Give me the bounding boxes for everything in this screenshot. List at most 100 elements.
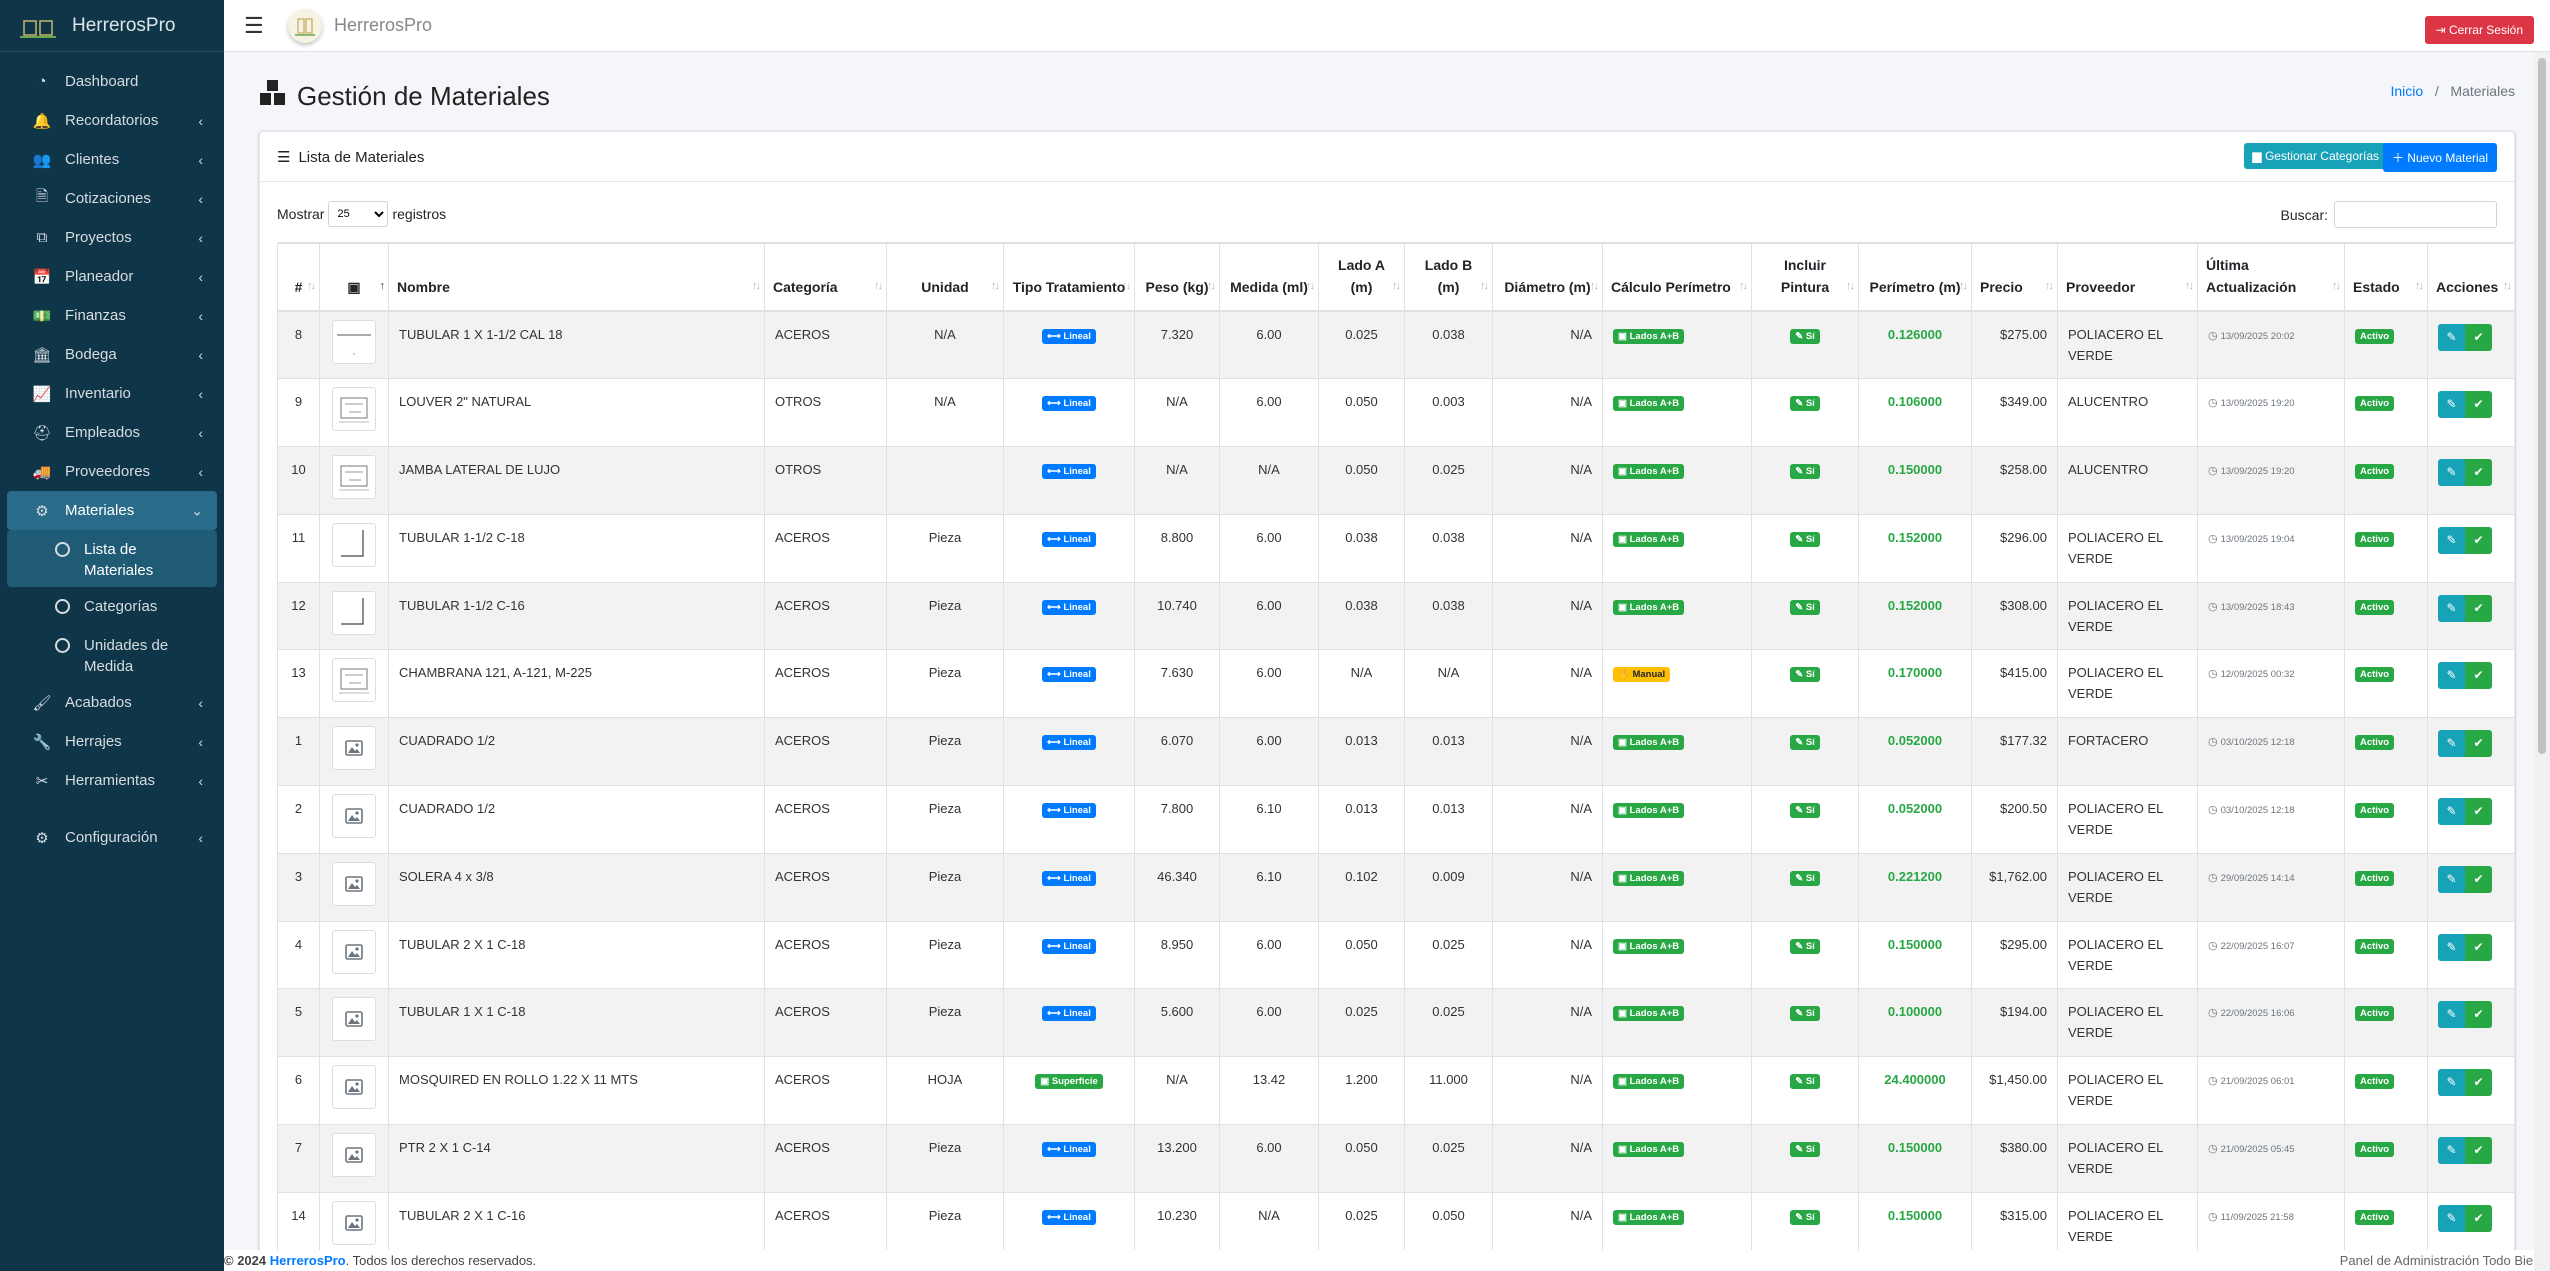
material-thumbnail-placeholder-icon[interactable]	[332, 794, 376, 839]
sidebar-item-empleados[interactable]: ⛑ Empleados ‹	[7, 413, 217, 452]
breadcrumb-home[interactable]: Inicio	[2390, 83, 2424, 99]
logout-button[interactable]: ⇥ Cerrar Sesión	[2424, 16, 2534, 44]
material-thumbnail-image[interactable]	[332, 590, 376, 635]
material-thumbnail-image[interactable]	[332, 320, 376, 364]
toggle-status-button[interactable]: ✔	[2465, 798, 2492, 826]
table-row[interactable]: 12 TUBULAR 1-1/2 C-16 ACEROS Pieza ⟷ Lineal 1…	[277, 581, 2514, 651]
table-row[interactable]: 10 JAMBA LATERAL DE LUJO OTROS ⟷ Lineal N/A N…	[277, 446, 2514, 515]
toggle-status-button[interactable]: ✔	[2465, 594, 2492, 622]
table-row[interactable]: 9 LOUVER 2" NATURAL OTROS N/A ⟷ Lineal N/A 6.0…	[277, 378, 2514, 448]
toggle-status-button[interactable]: ✔	[2465, 865, 2492, 893]
column-header-3[interactable]: Categoría ↑↓	[764, 242, 887, 312]
column-header-14[interactable]: Precio ↑↓	[1971, 242, 2058, 312]
sidebar-item-herrajes[interactable]: 🔧 Herrajes ‹	[7, 722, 217, 761]
table-row[interactable]: 1 CUADRADO 1/2 ACEROS Pieza ⟷ Lineal 6.070 6.0…	[277, 717, 2514, 787]
edit-button[interactable]: ✎	[2438, 459, 2465, 487]
column-header-12[interactable]: Incluir Pintura ↑↓	[1751, 242, 1859, 312]
column-header-7[interactable]: Medida (ml) ↑↓	[1219, 242, 1319, 312]
column-header-9[interactable]: Lado B (m) ↑↓	[1404, 242, 1493, 312]
sidebar-subitem-categorias[interactable]: Categorías	[7, 587, 217, 626]
table-row[interactable]: 13 CHAMBRANA 121, A-121, M-225 ACEROS Pieza…	[277, 649, 2514, 719]
footer-brand-link[interactable]: HerrerosPro	[269, 1253, 346, 1268]
topbar-brand[interactable]: HerrerosPro	[334, 15, 433, 35]
toggle-status-button[interactable]: ✔	[2465, 391, 2492, 419]
table-row[interactable]: 5 TUBULAR 1 X 1 C-18 ACEROS Pieza ⟷ Lineal 5.…	[277, 988, 2514, 1058]
edit-button[interactable]: ✎	[2438, 526, 2465, 554]
edit-button[interactable]: ✎	[2438, 798, 2465, 826]
table-row[interactable]: 2 CUADRADO 1/2 ACEROS Pieza ⟷ Lineal 7.800 6.1…	[277, 785, 2514, 854]
material-thumbnail-placeholder-icon[interactable]	[332, 929, 376, 974]
sidebar-item-materiales[interactable]: ⚙ Materiales ⌄	[7, 491, 217, 530]
column-header-18[interactable]: Acciones ↑↓	[2427, 242, 2514, 312]
column-header-8[interactable]: Lado A (m) ↑↓	[1318, 242, 1405, 312]
column-header-1[interactable]: ▣ ↑	[319, 242, 389, 312]
table-row[interactable]: 6 MOSQUIRED EN ROLLO 1.22 X 11 MTS ACEROS H…	[277, 1056, 2514, 1126]
toggle-status-button[interactable]: ✔	[2465, 459, 2492, 487]
column-header-10[interactable]: Diámetro (m) ↑↓	[1492, 242, 1603, 312]
column-header-0[interactable]: # ↑↓	[277, 242, 320, 312]
material-thumbnail-image[interactable]	[332, 387, 376, 432]
edit-button[interactable]: ✎	[2438, 391, 2465, 419]
sidebar-item-proveedores[interactable]: 🚚 Proveedores ‹	[7, 452, 217, 491]
column-header-2[interactable]: Nombre ↑↓	[388, 242, 765, 312]
new-material-button[interactable]: ＋ Nuevo Material	[2382, 143, 2497, 172]
sidebar-item-finanzas[interactable]: 💵 Finanzas ‹	[7, 296, 217, 335]
material-thumbnail-placeholder-icon[interactable]	[332, 1133, 376, 1178]
sidebar-item-herramientas[interactable]: ✂ Herramientas ‹	[7, 761, 217, 800]
sidebar-item-cotizaciones[interactable]: 🗎 Cotizaciones ‹	[7, 179, 217, 218]
table-row[interactable]: 11 TUBULAR 1-1/2 C-18 ACEROS Pieza ⟷ Lineal 8…	[277, 513, 2514, 583]
edit-button[interactable]: ✎	[2438, 1001, 2465, 1029]
edit-button[interactable]: ✎	[2438, 933, 2465, 961]
sidebar-item-inventario[interactable]: 📈 Inventario ‹	[7, 374, 217, 413]
sidebar-brand[interactable]: HerrerosPro	[0, 0, 224, 52]
edit-button[interactable]: ✎	[2438, 865, 2465, 893]
column-header-5[interactable]: Tipo Tratamiento ↑↓	[1003, 242, 1135, 312]
toggle-status-button[interactable]: ✔	[2465, 324, 2492, 351]
toggle-status-button[interactable]: ✔	[2465, 526, 2492, 554]
toggle-status-button[interactable]: ✔	[2465, 1001, 2492, 1029]
edit-button[interactable]: ✎	[2438, 730, 2465, 758]
edit-button[interactable]: ✎	[2438, 594, 2465, 622]
sidebar-item-recordatorios[interactable]: 🔔 Recordatorios ‹	[7, 101, 217, 140]
page-length-select[interactable]: 25	[328, 201, 389, 227]
column-header-6[interactable]: Peso (kg) ↑↓	[1134, 242, 1220, 312]
column-header-11[interactable]: Cálculo Perímetro ↑↓	[1602, 242, 1752, 312]
column-header-4[interactable]: Unidad ↑↓	[886, 242, 1004, 312]
edit-button[interactable]: ✎	[2438, 1137, 2465, 1165]
material-thumbnail-placeholder-icon[interactable]	[332, 997, 376, 1042]
table-row[interactable]: 14 TUBULAR 2 X 1 C-16 ACEROS Pieza ⟷ Lineal 1…	[277, 1191, 2514, 1260]
toggle-status-button[interactable]: ✔	[2465, 1137, 2492, 1165]
column-header-13[interactable]: Perímetro (m) ↑↓	[1858, 242, 1972, 312]
sidebar-item-clientes[interactable]: 👥 Clientes ‹	[7, 140, 217, 179]
table-row[interactable]: 3 SOLERA 4 x 3/8 ACEROS Pieza ⟷ Lineal 46.340…	[277, 852, 2514, 922]
toggle-status-button[interactable]: ✔	[2465, 662, 2492, 690]
toggle-status-button[interactable]: ✔	[2465, 1069, 2492, 1097]
material-thumbnail-placeholder-icon[interactable]	[332, 861, 376, 906]
sidebar-item-planeador[interactable]: 📅 Planeador ‹	[7, 257, 217, 296]
sidebar-subitem-lista-de-materiales[interactable]: Lista de Materiales	[7, 530, 217, 587]
material-thumbnail-placeholder-icon[interactable]	[332, 1200, 376, 1245]
sidebar-item-configuracion[interactable]: ⚙ Configuración ‹	[7, 818, 217, 857]
sidebar-item-proyectos[interactable]: ⧉ Proyectos ‹	[7, 218, 217, 257]
vertical-scrollbar[interactable]	[2534, 52, 2550, 1271]
edit-button[interactable]: ✎	[2438, 1204, 2465, 1232]
search-input[interactable]	[2334, 201, 2497, 228]
sidebar-item-bodega[interactable]: 🏛 Bodega ‹	[7, 335, 217, 374]
manage-categories-button[interactable]: ▆ Gestionar Categorías	[2244, 143, 2387, 169]
edit-button[interactable]: ✎	[2438, 662, 2465, 690]
material-thumbnail-placeholder-icon[interactable]	[332, 1065, 376, 1110]
scrollbar-thumb[interactable]	[2538, 58, 2546, 754]
table-row[interactable]: 7 PTR 2 X 1 C-14 ACEROS Pieza ⟷ Lineal 13.200…	[277, 1124, 2514, 1193]
sidebar-subitem-unidades-de-medida[interactable]: Unidades de Medida	[7, 626, 217, 683]
column-header-16[interactable]: Última Actualización ↑↓	[2197, 242, 2345, 312]
material-thumbnail-image[interactable]	[332, 658, 376, 703]
table-row[interactable]: 4 TUBULAR 2 X 1 C-18 ACEROS Pieza ⟷ Lineal 8.…	[277, 920, 2514, 990]
sidebar-item-acabados[interactable]: 🖌 Acabados ‹	[7, 683, 217, 722]
toggle-status-button[interactable]: ✔	[2465, 1204, 2492, 1232]
material-thumbnail-placeholder-icon[interactable]	[332, 726, 376, 771]
table-row[interactable]: 8 TUBULAR 1 X 1-1/2 CAL 18 ACEROS N/A ⟷ Line…	[277, 310, 2514, 380]
material-thumbnail-image[interactable]	[332, 522, 376, 567]
sidebar-item-dashboard[interactable]: ◔ Dashboard	[7, 62, 217, 101]
hamburger-menu-icon[interactable]: ☰	[244, 12, 264, 38]
toggle-status-button[interactable]: ✔	[2465, 933, 2492, 961]
